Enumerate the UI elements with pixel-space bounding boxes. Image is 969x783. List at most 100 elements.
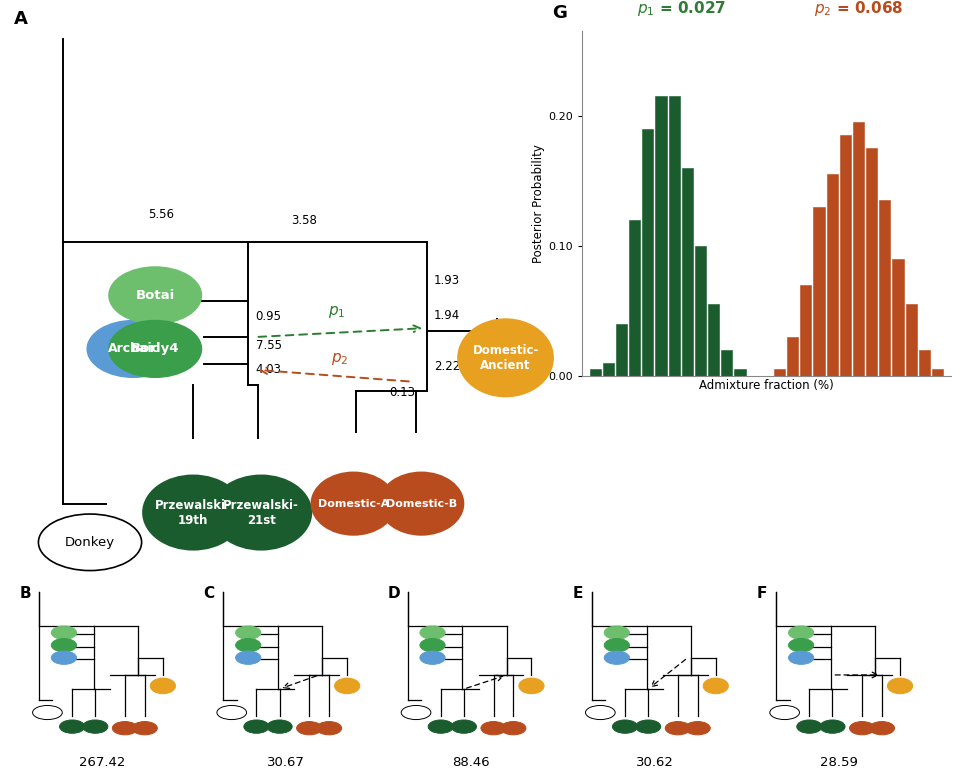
Ellipse shape	[150, 678, 175, 694]
Bar	[931, 370, 942, 376]
Bar	[799, 285, 810, 376]
Bar	[721, 350, 732, 376]
Ellipse shape	[297, 722, 322, 734]
Ellipse shape	[401, 705, 430, 720]
Ellipse shape	[51, 651, 77, 664]
Ellipse shape	[604, 639, 629, 651]
Ellipse shape	[39, 514, 141, 571]
Ellipse shape	[235, 651, 261, 664]
Bar	[891, 259, 902, 376]
Bar	[694, 246, 705, 376]
Bar	[786, 337, 797, 376]
Ellipse shape	[849, 722, 874, 734]
Bar	[773, 370, 784, 376]
Text: $p_2$ = 0.068: $p_2$ = 0.068	[813, 0, 902, 17]
Ellipse shape	[142, 475, 243, 550]
X-axis label: Admixture fraction (%): Admixture fraction (%)	[699, 379, 832, 392]
Ellipse shape	[316, 722, 341, 734]
Text: E: E	[572, 586, 582, 601]
Ellipse shape	[112, 722, 138, 734]
Ellipse shape	[481, 722, 506, 734]
Ellipse shape	[788, 626, 813, 639]
Ellipse shape	[684, 722, 709, 734]
Bar	[918, 350, 929, 376]
Text: 4.03: 4.03	[256, 363, 281, 376]
Ellipse shape	[635, 720, 660, 733]
Text: Archaic: Archaic	[108, 342, 159, 355]
Bar	[905, 305, 916, 376]
Text: F: F	[756, 586, 766, 601]
Ellipse shape	[59, 720, 84, 733]
Ellipse shape	[311, 472, 395, 535]
Ellipse shape	[703, 678, 728, 694]
Ellipse shape	[243, 720, 268, 733]
Bar	[615, 324, 626, 376]
Bar	[707, 305, 718, 376]
Ellipse shape	[604, 651, 629, 664]
Bar	[629, 220, 640, 376]
Text: G: G	[552, 4, 567, 22]
Ellipse shape	[420, 626, 445, 639]
Text: Domestic-
Ancient: Domestic- Ancient	[472, 344, 538, 372]
Ellipse shape	[132, 722, 157, 734]
Ellipse shape	[500, 722, 525, 734]
Ellipse shape	[585, 705, 614, 720]
Ellipse shape	[109, 320, 202, 377]
Ellipse shape	[210, 475, 311, 550]
Text: Borly4: Borly4	[131, 342, 179, 355]
Text: $p_1$: $p_1$	[328, 305, 346, 320]
Text: 267.42: 267.42	[78, 756, 125, 770]
Ellipse shape	[82, 720, 108, 733]
Text: Przewalski-
21st: Przewalski- 21st	[223, 499, 298, 526]
Ellipse shape	[266, 720, 292, 733]
Text: $p_1$ = 0.027: $p_1$ = 0.027	[637, 0, 726, 17]
Ellipse shape	[420, 651, 445, 664]
Ellipse shape	[665, 722, 690, 734]
Ellipse shape	[109, 267, 202, 323]
Ellipse shape	[819, 720, 844, 733]
Text: Domestic-B: Domestic-B	[386, 499, 456, 509]
Ellipse shape	[887, 678, 912, 694]
Bar	[826, 175, 837, 376]
Ellipse shape	[334, 678, 359, 694]
Bar	[813, 207, 824, 376]
Bar	[668, 96, 679, 376]
Ellipse shape	[87, 320, 179, 377]
Ellipse shape	[868, 722, 893, 734]
Text: 0.95: 0.95	[256, 310, 281, 323]
Text: 7.55: 7.55	[256, 339, 281, 352]
Bar	[681, 168, 692, 376]
Ellipse shape	[611, 720, 637, 733]
Text: 0.13: 0.13	[389, 387, 415, 399]
Bar	[641, 129, 653, 376]
Text: A: A	[14, 9, 28, 27]
Ellipse shape	[235, 626, 261, 639]
Ellipse shape	[427, 720, 453, 733]
Ellipse shape	[51, 639, 77, 651]
Text: 1.94: 1.94	[433, 309, 459, 322]
Ellipse shape	[769, 705, 798, 720]
Text: 5.56: 5.56	[147, 208, 173, 221]
Ellipse shape	[33, 705, 62, 720]
Bar	[839, 135, 850, 376]
Text: B: B	[19, 586, 31, 601]
Text: Botai: Botai	[136, 289, 174, 302]
Text: 88.46: 88.46	[452, 756, 488, 770]
Bar	[602, 363, 613, 376]
Bar	[734, 370, 745, 376]
Text: 2.22: 2.22	[433, 359, 459, 373]
Ellipse shape	[235, 639, 261, 651]
Bar	[852, 122, 863, 376]
Bar	[878, 200, 890, 376]
Text: 30.62: 30.62	[635, 756, 673, 770]
Text: Przewalski-
19th: Przewalski- 19th	[155, 499, 231, 526]
Text: C: C	[203, 586, 214, 601]
Y-axis label: Posterior Probability: Posterior Probability	[532, 144, 545, 263]
Text: 30.67: 30.67	[266, 756, 305, 770]
Text: D: D	[388, 586, 400, 601]
Ellipse shape	[379, 472, 463, 535]
Ellipse shape	[51, 626, 77, 639]
Bar	[655, 96, 666, 376]
Text: Domestic-A: Domestic-A	[318, 499, 389, 509]
Ellipse shape	[788, 651, 813, 664]
